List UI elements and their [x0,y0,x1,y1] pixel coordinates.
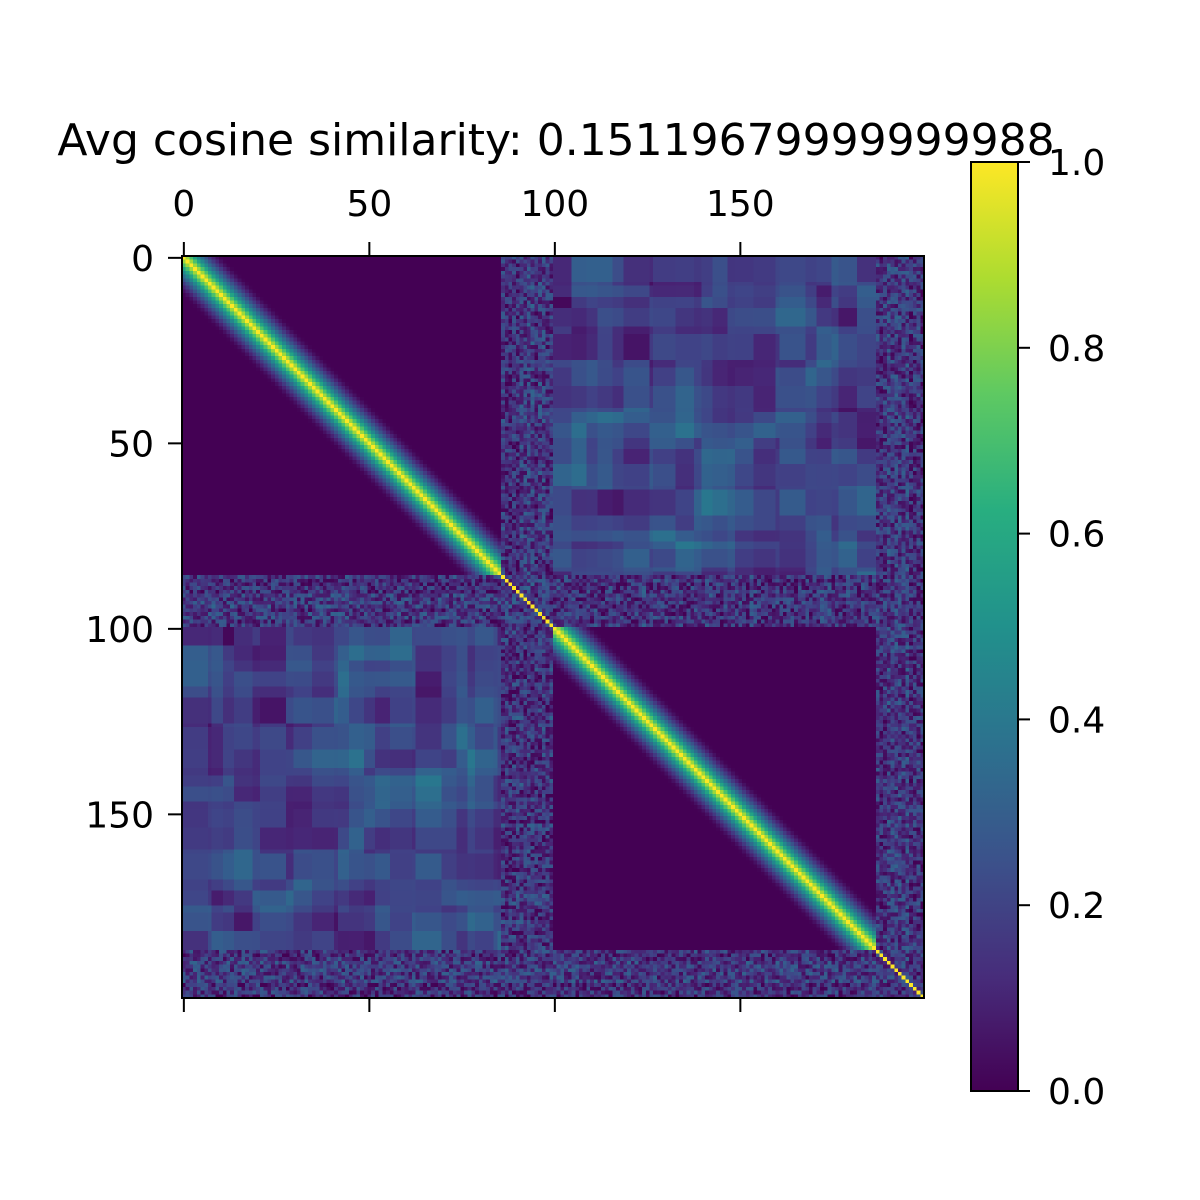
heatmap-cells [182,256,924,998]
colorbar-tick-label: 0.2 [1048,886,1105,927]
colorbar-frame [970,161,1019,1092]
x-tick-label: 150 [706,184,775,225]
y-tick-label: 50 [108,424,154,465]
y-tick-label: 0 [131,239,154,280]
x-axis: 0 50 100 150 [172,184,775,1012]
colorbar-axis: 0.0 0.2 0.4 0.6 0.8 1.0 [1018,143,1105,1113]
x-tick-label: 0 [172,184,195,225]
chart-title: Avg cosine similarity: 0.151196799999999… [57,115,1054,166]
y-tick-label: 150 [85,795,154,836]
colorbar-tick-label: 0.4 [1048,700,1105,741]
colorbar-tick-label: 1.0 [1048,143,1105,184]
colorbar-gradient [971,162,1018,1091]
y-tick-label: 100 [85,610,154,651]
x-tick-label: 50 [346,184,392,225]
x-tick-label: 100 [520,184,589,225]
y-axis: 0 50 100 150 [85,239,182,836]
heatmap-frame [181,255,925,999]
colorbar-tick-label: 0.6 [1048,515,1105,556]
colorbar-tick-label: 0.8 [1048,329,1105,370]
colorbar-tick-label: 0.0 [1048,1072,1105,1113]
